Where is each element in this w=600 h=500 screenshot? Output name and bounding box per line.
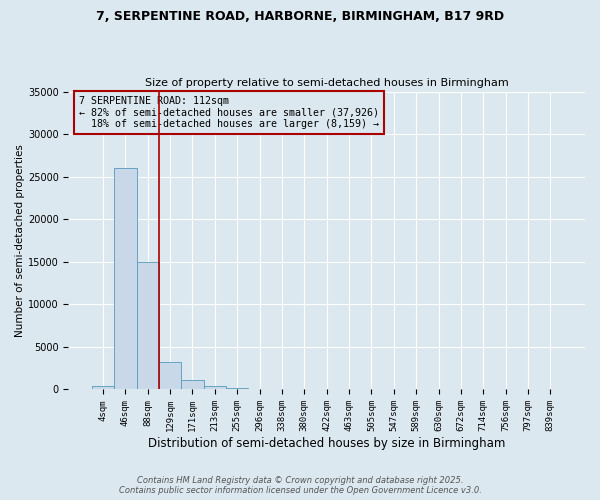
Y-axis label: Number of semi-detached properties: Number of semi-detached properties [15,144,25,337]
Bar [181,380,203,390]
X-axis label: Distribution of semi-detached houses by size in Birmingham: Distribution of semi-detached houses by … [148,437,505,450]
Text: Contains HM Land Registry data © Crown copyright and database right 2025.
Contai: Contains HM Land Registry data © Crown c… [119,476,481,495]
Title: Size of property relative to semi-detached houses in Birmingham: Size of property relative to semi-detach… [145,78,509,88]
Bar [159,362,181,390]
Bar [203,386,226,390]
Bar [248,388,271,390]
Text: 7 SERPENTINE ROAD: 112sqm
← 82% of semi-detached houses are smaller (37,926)
  1: 7 SERPENTINE ROAD: 112sqm ← 82% of semi-… [79,96,379,129]
Bar [226,388,248,390]
Bar [137,262,159,390]
Text: 7, SERPENTINE ROAD, HARBORNE, BIRMINGHAM, B17 9RD: 7, SERPENTINE ROAD, HARBORNE, BIRMINGHAM… [96,10,504,23]
Bar [114,168,137,390]
Bar [92,386,114,390]
